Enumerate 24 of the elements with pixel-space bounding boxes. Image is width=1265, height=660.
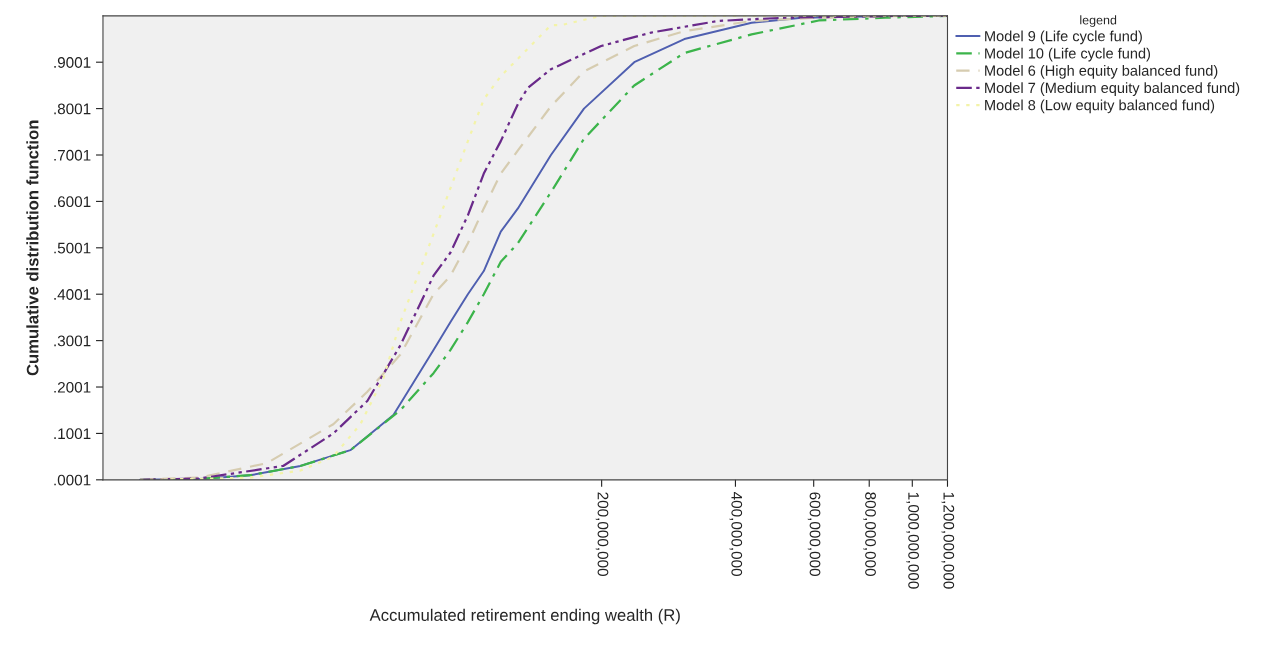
legend-label: Model 7 (Medium equity balanced fund)	[985, 82, 1240, 96]
x-tick-label: 800,000,000	[863, 492, 876, 576]
y-tick-label: .5001	[54, 242, 91, 254]
y-tick-label: .7001	[54, 149, 91, 161]
y-tick-label: .6001	[54, 196, 91, 208]
y-tick-label: .4001	[54, 289, 91, 300]
x-tick-label: 600,000,000	[807, 492, 821, 576]
y-tick-label: .1001	[54, 428, 91, 440]
y-tick-label: .0001	[54, 474, 91, 486]
legend-label: Model 6 (High equity balanced fund)	[985, 65, 1218, 79]
legend-label: Model 8 (Low equity balanced fund)	[985, 99, 1215, 114]
x-axis-title: Accumulated retirement ending wealth (R)	[369, 608, 680, 625]
y-tick-label: .8001	[54, 103, 91, 115]
y-tick-label: .3001	[54, 335, 91, 347]
legend-label: Model 9 (Life cycle fund)	[985, 30, 1142, 45]
y-axis-title: Cumulative distribution function	[26, 120, 39, 376]
x-tick-label: 200,000,000	[595, 492, 609, 576]
y-tick-label: .9001	[54, 57, 91, 68]
legend-title: legend	[1080, 15, 1117, 27]
x-tick-label: 400,000,000	[729, 491, 743, 576]
y-tick-label: .2001	[54, 381, 91, 393]
legend-label: Model 10 (Life cycle fund)	[985, 47, 1151, 62]
x-tick-label: 1,000,000,000	[906, 492, 920, 589]
x-tick-label: 1,200,000,000	[941, 492, 955, 589]
